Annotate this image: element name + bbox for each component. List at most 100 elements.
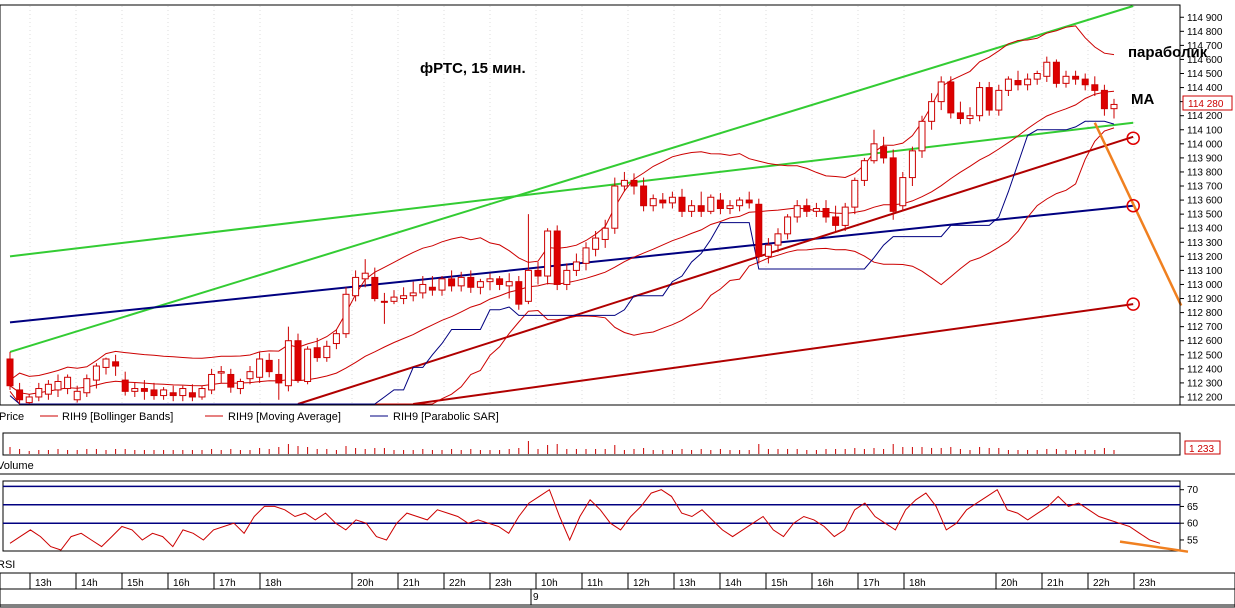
candle-body bbox=[256, 358, 264, 378]
time-tick-label: 20h bbox=[357, 578, 374, 589]
candle-body bbox=[716, 199, 724, 210]
time-tick-label: 17h bbox=[219, 578, 236, 589]
time-tick-label: 21h bbox=[1047, 578, 1064, 589]
time-tick-label: 20h bbox=[1001, 578, 1018, 589]
price-tick-label: 113 900 bbox=[1187, 153, 1223, 164]
candle-body bbox=[265, 359, 273, 373]
candle-body bbox=[928, 101, 936, 122]
candle-body bbox=[25, 396, 33, 404]
candle-body bbox=[400, 295, 408, 300]
time-tick-label: 18h bbox=[265, 578, 282, 589]
candle-body bbox=[332, 333, 340, 345]
price-tick-label: 112 300 bbox=[1187, 378, 1223, 389]
candle-body bbox=[563, 269, 571, 285]
last-price-label: 114 280 bbox=[1188, 99, 1224, 110]
candle-body bbox=[851, 179, 859, 208]
price-tick-label: 114 200 bbox=[1187, 111, 1223, 122]
candle-body bbox=[860, 160, 868, 181]
candle-body bbox=[371, 276, 379, 300]
price-tick-label: 112 400 bbox=[1187, 364, 1223, 375]
candle-body bbox=[6, 358, 14, 387]
candle-body bbox=[275, 373, 283, 384]
candles bbox=[6, 56, 1118, 404]
price-tick-label: 114 900 bbox=[1187, 13, 1223, 24]
rsi-axis: 70 65 60 55 bbox=[1180, 485, 1199, 546]
candle-body bbox=[438, 278, 446, 291]
volume-value-tag bbox=[1184, 440, 1221, 455]
candle-body bbox=[246, 371, 254, 380]
legend-item-price: Price bbox=[0, 411, 24, 423]
blue-trend-line bbox=[9, 204, 1134, 324]
candle-body bbox=[544, 230, 552, 277]
price-tick-label: 114 800 bbox=[1187, 27, 1223, 38]
price-tick-label: 113 800 bbox=[1187, 167, 1223, 178]
candle-body bbox=[774, 233, 782, 246]
candle-body bbox=[236, 380, 244, 390]
time-tick-label: 16h bbox=[173, 578, 190, 589]
price-tick-label: 113 500 bbox=[1187, 210, 1223, 221]
candle-body bbox=[668, 196, 676, 204]
candle-body bbox=[467, 276, 475, 288]
candle-body bbox=[966, 115, 974, 120]
candle-body bbox=[304, 348, 312, 382]
candle-body bbox=[1110, 103, 1118, 110]
candle-body bbox=[620, 179, 628, 187]
price-tick-label: 114 700 bbox=[1187, 41, 1223, 52]
rsi-plot bbox=[3, 485, 1189, 553]
time-tick-label: 16h bbox=[817, 578, 834, 589]
trend-lines bbox=[9, 5, 1134, 405]
rsi-projection-line bbox=[1119, 540, 1189, 553]
target-circle-3 bbox=[1126, 297, 1140, 311]
candle-body bbox=[908, 150, 916, 179]
candle-body bbox=[755, 203, 763, 257]
time-tick-label: 22h bbox=[1093, 578, 1110, 589]
candle-body bbox=[918, 120, 926, 152]
time-tick-label: 12h bbox=[633, 578, 650, 589]
candle-body bbox=[841, 206, 849, 226]
legend-item-sar: RIH9 [Parabolic SAR] bbox=[393, 411, 499, 423]
candle-body bbox=[937, 81, 945, 103]
candle-body bbox=[707, 196, 715, 212]
candle-body bbox=[380, 300, 388, 303]
candle-body bbox=[745, 199, 753, 204]
candle-body bbox=[1033, 73, 1041, 80]
candle-body bbox=[217, 371, 225, 374]
candle-body bbox=[342, 293, 350, 335]
rsi-panel-label: RSI bbox=[0, 559, 15, 571]
time-tick-label: 17h bbox=[863, 578, 880, 589]
price-tick-label: 113 600 bbox=[1187, 196, 1223, 207]
candle-body bbox=[496, 278, 504, 285]
candle-body bbox=[112, 361, 120, 367]
candle-body bbox=[227, 373, 235, 388]
price-tick-label: 114 500 bbox=[1187, 69, 1223, 80]
candle-body bbox=[131, 388, 139, 392]
candle-body bbox=[995, 89, 1003, 111]
time-tick-label: 23h bbox=[1139, 578, 1156, 589]
candle-body bbox=[630, 179, 638, 187]
candle-body bbox=[1014, 80, 1022, 86]
candle-body bbox=[822, 208, 830, 218]
green-channel-lower bbox=[9, 121, 1134, 258]
target-circle-2 bbox=[1126, 198, 1140, 213]
price-panel-frame bbox=[0, 4, 1181, 406]
candle-body bbox=[1024, 78, 1032, 86]
time-tick-label: 21h bbox=[403, 578, 420, 589]
indicator-lines bbox=[9, 25, 1115, 405]
candle-body bbox=[659, 199, 667, 204]
price-tick-label: 112 200 bbox=[1187, 392, 1223, 403]
volume-bars bbox=[9, 441, 1115, 454]
candle-body bbox=[534, 269, 542, 277]
rsi-tick-label: 65 bbox=[1187, 502, 1199, 513]
candle-body bbox=[899, 177, 907, 207]
candle-body bbox=[188, 392, 196, 398]
candle-body bbox=[726, 205, 734, 210]
volume-panel-frame bbox=[2, 432, 1181, 456]
price-tick-label: 112 600 bbox=[1187, 336, 1223, 347]
candle-body bbox=[1091, 84, 1099, 91]
candle-body bbox=[409, 292, 417, 297]
candle-body bbox=[44, 383, 52, 395]
candle-body bbox=[736, 199, 744, 207]
candle-body bbox=[1004, 78, 1012, 91]
